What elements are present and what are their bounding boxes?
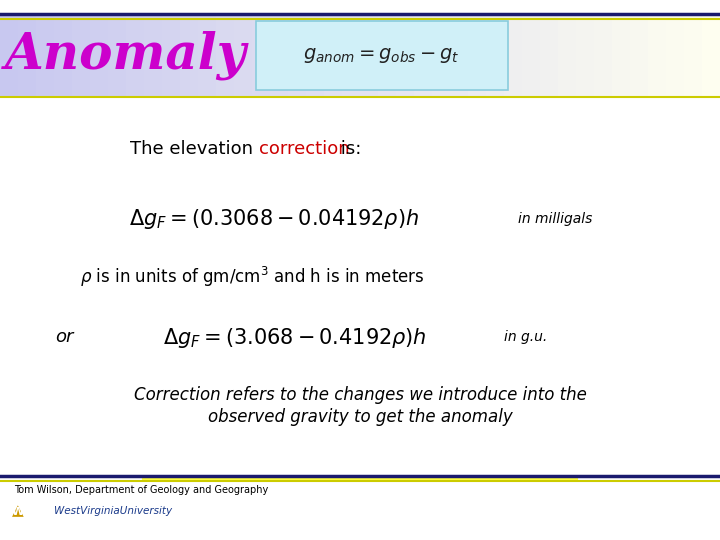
FancyBboxPatch shape [432, 14, 450, 97]
Text: or: or [55, 328, 74, 347]
FancyBboxPatch shape [324, 14, 342, 97]
FancyBboxPatch shape [342, 14, 360, 97]
Text: The elevation: The elevation [130, 139, 259, 158]
FancyBboxPatch shape [522, 14, 540, 97]
FancyBboxPatch shape [90, 14, 108, 97]
Text: ▲: ▲ [12, 503, 24, 518]
FancyBboxPatch shape [540, 14, 558, 97]
FancyBboxPatch shape [486, 14, 504, 97]
FancyBboxPatch shape [0, 14, 18, 97]
FancyBboxPatch shape [216, 14, 234, 97]
Text: Tom Wilson, Department of Geology and Geography: Tom Wilson, Department of Geology and Ge… [14, 485, 269, 495]
Text: $\Delta g_F = (0.3068 - 0.04192\rho)h$: $\Delta g_F = (0.3068 - 0.04192\rho)h$ [129, 207, 418, 231]
FancyBboxPatch shape [72, 14, 90, 97]
FancyBboxPatch shape [256, 21, 508, 90]
FancyBboxPatch shape [36, 14, 54, 97]
FancyBboxPatch shape [684, 14, 702, 97]
Text: Anomaly: Anomaly [5, 31, 247, 80]
FancyBboxPatch shape [288, 14, 306, 97]
Text: $\Delta g_F = (3.068 - 0.4192\rho)h$: $\Delta g_F = (3.068 - 0.4192\rho)h$ [163, 326, 427, 349]
Text: in g.u.: in g.u. [504, 330, 547, 345]
FancyBboxPatch shape [162, 14, 180, 97]
FancyBboxPatch shape [396, 14, 414, 97]
FancyBboxPatch shape [504, 14, 522, 97]
FancyBboxPatch shape [54, 14, 72, 97]
Text: observed gravity to get the anomaly: observed gravity to get the anomaly [207, 408, 513, 426]
FancyBboxPatch shape [18, 14, 36, 97]
Text: $\rho$ is in units of gm/cm$^3$ and h is in meters: $\rho$ is in units of gm/cm$^3$ and h is… [80, 265, 424, 289]
FancyBboxPatch shape [702, 14, 720, 97]
Text: $g_{anom} = g_{obs} - g_t$: $g_{anom} = g_{obs} - g_t$ [303, 46, 460, 65]
FancyBboxPatch shape [108, 14, 126, 97]
Text: is:: is: [335, 139, 361, 158]
FancyBboxPatch shape [252, 14, 270, 97]
FancyBboxPatch shape [306, 14, 324, 97]
FancyBboxPatch shape [378, 14, 396, 97]
FancyBboxPatch shape [180, 14, 198, 97]
FancyBboxPatch shape [594, 14, 612, 97]
Text: in milligals: in milligals [518, 212, 593, 226]
FancyBboxPatch shape [234, 14, 252, 97]
FancyBboxPatch shape [558, 14, 576, 97]
FancyBboxPatch shape [360, 14, 378, 97]
FancyBboxPatch shape [144, 14, 162, 97]
FancyBboxPatch shape [270, 14, 288, 97]
FancyBboxPatch shape [630, 14, 648, 97]
Text: W: W [12, 507, 24, 517]
FancyBboxPatch shape [450, 14, 468, 97]
Text: Correction refers to the changes we introduce into the: Correction refers to the changes we intr… [134, 386, 586, 404]
FancyBboxPatch shape [576, 14, 594, 97]
FancyBboxPatch shape [648, 14, 666, 97]
FancyBboxPatch shape [612, 14, 630, 97]
FancyBboxPatch shape [198, 14, 216, 97]
FancyBboxPatch shape [666, 14, 684, 97]
FancyBboxPatch shape [126, 14, 144, 97]
FancyBboxPatch shape [468, 14, 486, 97]
Text: WestVirginiaUniversity: WestVirginiaUniversity [54, 507, 172, 516]
FancyBboxPatch shape [414, 14, 432, 97]
Text: correction: correction [259, 139, 350, 158]
